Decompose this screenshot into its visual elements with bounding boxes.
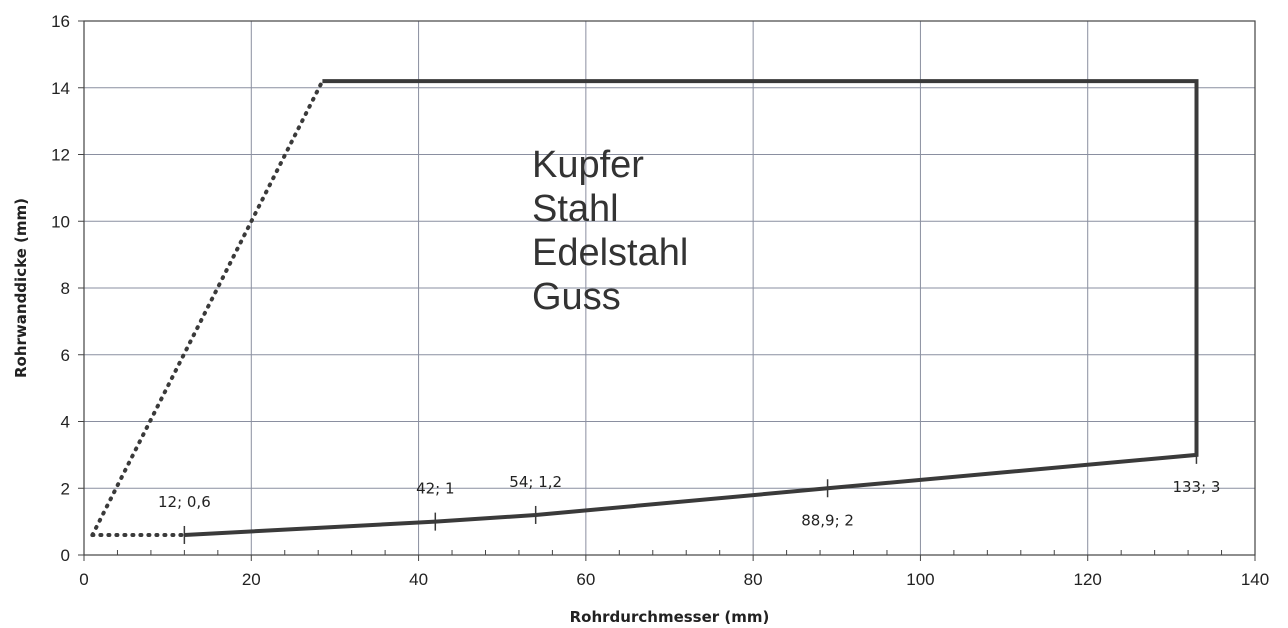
y-tick-label: 0 <box>61 546 70 565</box>
series-line-solid <box>184 79 1199 537</box>
x-tick-label: 20 <box>242 570 261 589</box>
y-tick-label: 8 <box>61 279 70 298</box>
y-tick-label: 12 <box>51 146 70 165</box>
axes: 0 20 40 60 80 100 120 140 0 2 4 6 8 10 12 14 16 <box>51 12 1269 589</box>
y-axis-title: Rohrwanddicke (mm) <box>12 198 30 378</box>
x-tick-label: 140 <box>1241 570 1269 589</box>
material-label: Stahl <box>532 188 619 230</box>
data-point-label: 42; 1 <box>416 480 454 498</box>
x-tick-label: 0 <box>79 570 88 589</box>
y-tick-label: 16 <box>51 12 70 31</box>
x-tick-label: 40 <box>409 570 428 589</box>
data-point-label: 54; 1,2 <box>509 473 562 491</box>
y-tick-label: 2 <box>61 479 70 498</box>
material-label: Guss <box>532 276 621 318</box>
x-axis-title: Rohrdurchmesser (mm) <box>570 608 770 626</box>
series-line-dotted <box>90 79 325 537</box>
y-tick-label: 14 <box>51 79 70 98</box>
y-tick-label: 4 <box>61 413 70 432</box>
grid <box>83 20 1256 556</box>
x-tick-label: 100 <box>906 570 934 589</box>
y-tick-label: 6 <box>61 346 70 365</box>
data-point-label: 12; 0,6 <box>158 493 211 511</box>
y-tick-label: 10 <box>51 212 70 231</box>
material-label: Kupfer <box>532 144 644 186</box>
x-tick-label: 80 <box>744 570 763 589</box>
series <box>90 79 1199 544</box>
material-label: Edelstahl <box>532 232 688 274</box>
x-tick-label: 60 <box>576 570 595 589</box>
data-point-label: 133; 3 <box>1172 478 1220 496</box>
data-point-label: 88,9; 2 <box>801 511 854 529</box>
x-tick-label: 120 <box>1074 570 1102 589</box>
point-labels: 12; 0,6 42; 1 54; 1,2 88,9; 2 133; 3 <box>158 473 1220 529</box>
